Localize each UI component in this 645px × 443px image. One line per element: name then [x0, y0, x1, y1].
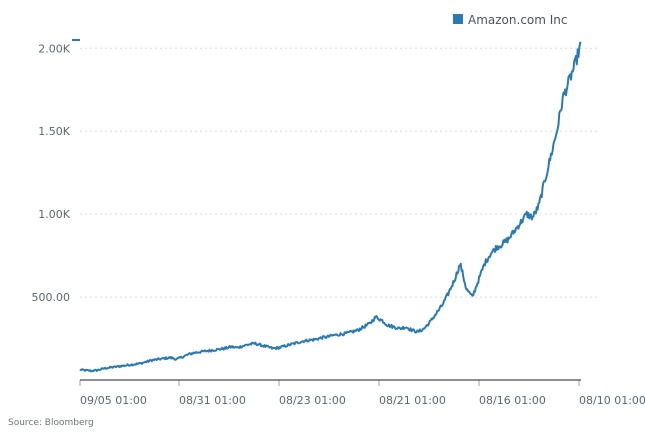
series-line-amazon: [79, 41, 582, 373]
x-tick-label: 08/10 01:00: [579, 394, 645, 407]
x-tick-label: 09/05 01:00: [80, 394, 147, 407]
series-layer: [72, 39, 582, 373]
y-tick-label: 2.00K: [38, 42, 70, 55]
grid-lines: [80, 47, 600, 298]
y-axis-marker: [72, 39, 80, 41]
y-tick-label: 1.00K: [38, 208, 70, 221]
source-note: Source: Bloomberg: [8, 418, 94, 428]
legend-label: Amazon.com Inc: [468, 13, 568, 27]
y-tick-label: 500.00: [32, 291, 71, 304]
x-tick-label: 08/23 01:00: [279, 394, 346, 407]
legend-swatch: [453, 14, 463, 24]
x-tick-label: 08/16 01:00: [479, 394, 546, 407]
legend: Amazon.com Inc: [453, 13, 568, 27]
y-axis-tick-labels: 500.00 1.00K 1.50K 2.00K: [32, 42, 71, 304]
x-axis-tick-labels: 09/05 01:00 08/31 01:00 08/23 01:00 08/21 0…: [79, 380, 645, 407]
x-tick-label: 08/21 01:00: [379, 394, 446, 407]
x-tick-label: 08/31 01:00: [179, 394, 246, 407]
y-tick-label: 1.50K: [38, 125, 70, 138]
